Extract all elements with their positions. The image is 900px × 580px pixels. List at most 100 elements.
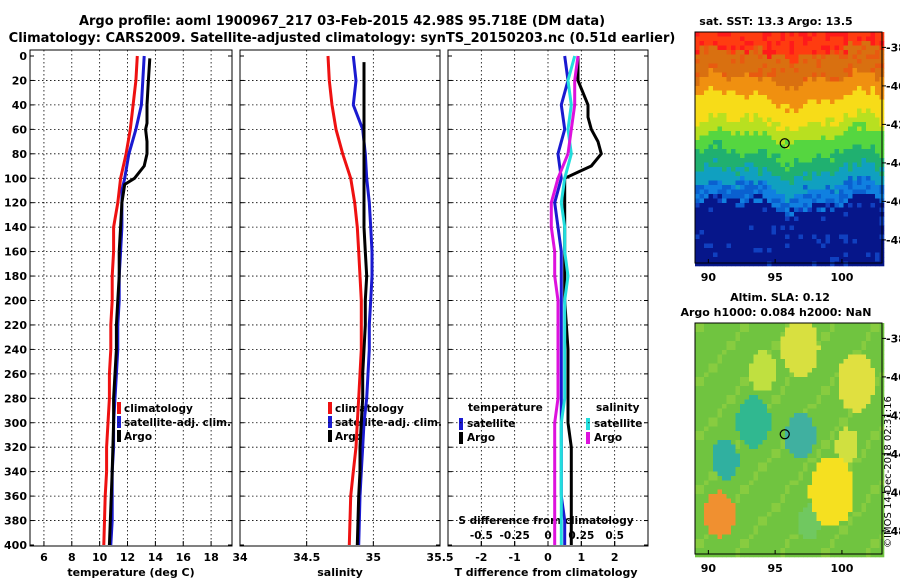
map-cell xyxy=(857,359,862,364)
map-cell xyxy=(726,162,732,168)
map-cell xyxy=(722,32,727,37)
map-cell xyxy=(803,135,808,141)
map-cell xyxy=(704,207,709,213)
map-cell xyxy=(852,203,858,208)
map-cell xyxy=(807,63,813,69)
map-cell xyxy=(758,207,763,213)
map-cell xyxy=(717,104,723,109)
map-cell xyxy=(722,225,727,231)
map-cell xyxy=(830,323,835,328)
map-cell xyxy=(830,86,835,91)
map-cell xyxy=(731,489,736,495)
map-cell xyxy=(771,453,777,459)
map-cell xyxy=(776,135,781,141)
map-cell xyxy=(785,158,790,163)
map-cell xyxy=(825,81,831,87)
map-cell xyxy=(825,552,831,558)
map-cell xyxy=(726,234,732,240)
map-cell xyxy=(839,126,844,132)
map-cell xyxy=(821,180,826,186)
map-cell xyxy=(767,140,772,145)
map-cell xyxy=(812,194,817,199)
x-tick-label: 18 xyxy=(203,551,218,564)
map-cell xyxy=(798,503,804,508)
map-cell xyxy=(852,521,858,526)
map-cell xyxy=(861,381,867,387)
map-cell xyxy=(875,363,880,369)
map-cell xyxy=(785,503,790,508)
map-cell xyxy=(848,113,853,118)
map-cell xyxy=(821,113,826,118)
map-cell xyxy=(807,453,813,459)
map-cell xyxy=(740,50,745,55)
map-cell xyxy=(825,350,831,355)
map-cell xyxy=(717,530,723,535)
map-cell xyxy=(812,354,817,360)
map-cell xyxy=(825,149,831,154)
map-cell xyxy=(839,257,844,262)
map-cell xyxy=(735,50,741,55)
map-cell xyxy=(708,77,714,82)
map-cell xyxy=(740,257,745,262)
map-cell xyxy=(789,408,795,414)
map-cell xyxy=(834,458,840,463)
map-cell xyxy=(825,413,831,418)
map-cell xyxy=(767,480,772,486)
map-cell xyxy=(857,230,862,235)
map-cell xyxy=(758,525,763,531)
map-cell xyxy=(816,171,822,177)
map-cell xyxy=(735,489,741,495)
map-cell xyxy=(794,390,799,396)
map-cell xyxy=(780,45,786,51)
map-cell xyxy=(771,36,777,42)
map-cell xyxy=(708,167,714,172)
map-cell xyxy=(762,122,768,127)
map-cell xyxy=(857,50,862,55)
map-cell xyxy=(798,485,804,490)
map-cell xyxy=(695,162,700,168)
map-cell xyxy=(735,90,741,96)
map-cell xyxy=(767,63,772,69)
map-cell xyxy=(708,212,714,217)
map-cell xyxy=(812,162,817,168)
map-cell xyxy=(861,534,867,540)
map-cell xyxy=(789,521,795,526)
map-cell xyxy=(753,395,759,400)
map-cell xyxy=(866,440,871,445)
map-cell xyxy=(762,363,768,369)
map-cell xyxy=(870,126,876,132)
map-cell xyxy=(834,230,840,235)
map-cell xyxy=(726,90,732,96)
map-cell xyxy=(785,521,790,526)
map-cell xyxy=(861,341,867,346)
map-cell xyxy=(780,239,786,244)
map-cell xyxy=(821,189,826,195)
map-cell xyxy=(870,359,876,364)
map-cell xyxy=(861,225,867,231)
map-cell xyxy=(762,521,768,526)
map-cell xyxy=(857,341,862,346)
map-cell xyxy=(857,363,862,369)
map-cell xyxy=(857,503,862,508)
map-cell xyxy=(726,158,732,163)
map-cell xyxy=(771,512,777,517)
map-cell xyxy=(771,467,777,472)
map-cell xyxy=(789,417,795,423)
map-cell xyxy=(744,140,750,145)
map-cell xyxy=(726,498,732,504)
map-cell xyxy=(825,498,831,504)
map-cell xyxy=(794,131,799,136)
map-cell xyxy=(762,332,768,337)
map-cell xyxy=(848,435,853,441)
map-cell xyxy=(717,230,723,235)
map-cell xyxy=(798,126,804,132)
map-cell xyxy=(699,90,705,96)
map-cell xyxy=(785,345,790,351)
map-cell xyxy=(767,243,772,249)
map-cell xyxy=(794,176,799,181)
map-cell xyxy=(839,552,844,558)
map-cell xyxy=(695,471,700,477)
map-cell xyxy=(726,548,732,553)
map-cell xyxy=(695,435,700,441)
map-cell xyxy=(753,45,759,51)
